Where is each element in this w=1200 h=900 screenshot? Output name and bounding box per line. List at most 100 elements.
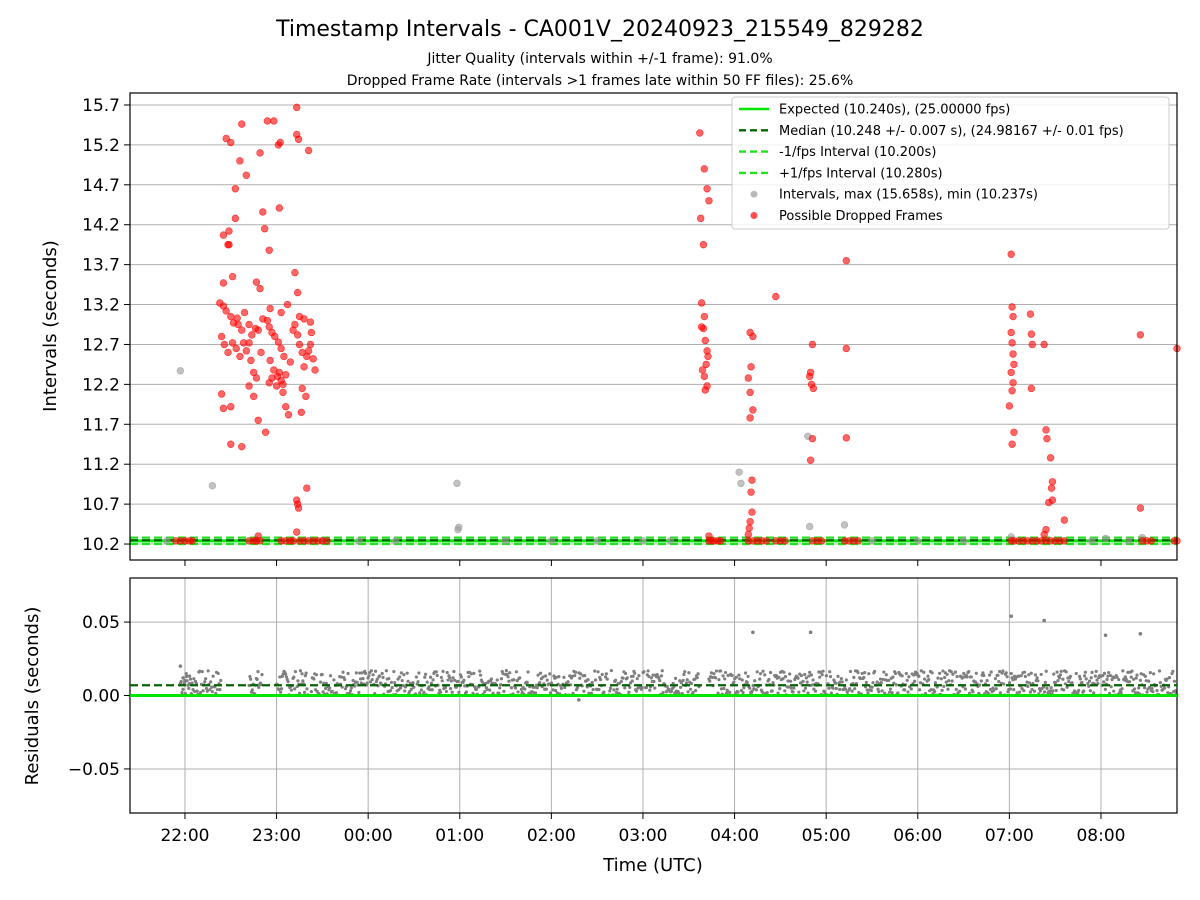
interval-point — [453, 479, 461, 488]
interval-point — [914, 537, 922, 545]
residual-point — [710, 675, 714, 680]
dropped-frame-point — [238, 120, 246, 128]
dropped-frame-point — [248, 331, 256, 339]
residual-point — [279, 687, 284, 691]
dropped-frame-point — [219, 231, 228, 239]
residual-point — [218, 688, 222, 692]
residual-point — [718, 669, 723, 673]
residual-point — [923, 677, 927, 681]
interval-point — [355, 537, 363, 545]
residual-point — [1150, 686, 1154, 691]
residual-point — [523, 687, 527, 691]
residual-point — [1095, 678, 1099, 682]
residual-point — [649, 676, 654, 680]
residual-point — [1061, 677, 1065, 681]
dropped-frame-point — [227, 138, 235, 147]
dropped-frame-point — [249, 392, 258, 401]
x-tick-label: 00:00 — [344, 826, 393, 846]
residual-point — [875, 680, 879, 684]
residual-point — [648, 688, 652, 692]
residual-point — [811, 678, 815, 682]
residual-point — [852, 675, 856, 679]
residual-point — [798, 681, 803, 685]
residual-point — [1108, 673, 1112, 678]
residual-point — [865, 688, 869, 692]
residual-point — [330, 689, 334, 693]
dropped-frame-point — [700, 165, 709, 173]
residual-point — [827, 686, 831, 690]
residual-point — [771, 681, 775, 685]
residual-point — [993, 676, 998, 681]
residual-point — [545, 678, 549, 682]
residual-point — [942, 684, 946, 688]
residual-point — [644, 686, 649, 690]
legend-label: Expected (10.240s), (25.00000 fps) — [779, 103, 1010, 118]
residual-point — [502, 689, 506, 693]
residual-point — [328, 674, 333, 678]
residual-point — [726, 673, 730, 678]
residual-point — [848, 687, 852, 691]
residual-point — [278, 675, 282, 679]
residual-point — [627, 690, 631, 694]
legend-marker — [750, 190, 758, 198]
residual-point — [954, 687, 958, 691]
dropped-frame-point — [704, 352, 712, 361]
dropped-frame-point — [232, 344, 240, 353]
residual-point — [181, 676, 185, 680]
dropped-frame-point — [266, 304, 274, 313]
residual-point — [483, 689, 487, 694]
residual-point — [761, 669, 765, 673]
residual-point — [562, 675, 566, 680]
residual-point — [534, 683, 539, 687]
intervals-y-tick-label: 13.2 — [82, 296, 120, 316]
dropped-frame-point — [1047, 484, 1056, 492]
residual-point — [390, 686, 394, 690]
residual-point — [1022, 670, 1027, 674]
dropped-frame-point — [696, 214, 705, 223]
residual-point — [1151, 690, 1155, 694]
dropped-frame-point — [1007, 328, 1015, 337]
residual-point — [818, 675, 822, 679]
residual-point — [371, 673, 375, 677]
residual-point — [792, 686, 796, 690]
residual-point — [518, 676, 522, 680]
residual-point — [878, 677, 883, 681]
residual-point — [309, 690, 313, 694]
residual-point — [1076, 691, 1080, 695]
residual-point — [284, 675, 289, 679]
residual-point — [1015, 691, 1019, 695]
dropped-frame-point — [224, 348, 232, 357]
residual-point — [1172, 679, 1177, 683]
residual-point — [891, 675, 895, 679]
interval-point — [593, 537, 601, 545]
dropped-frame-point — [271, 332, 279, 341]
dropped-frame-point — [854, 537, 862, 545]
residual-point — [722, 686, 726, 691]
dropped-frame-point — [297, 408, 305, 417]
residual-point — [195, 689, 199, 693]
residual-point — [392, 669, 396, 674]
residual-point — [467, 675, 471, 679]
residual-point — [963, 687, 968, 691]
residual-point — [876, 687, 880, 691]
residual-point — [651, 673, 655, 677]
residual-point — [788, 679, 793, 683]
residual-point — [906, 690, 910, 694]
intervals-panel: 10.2 10.7 11.2 11.7 12.2 12.7 13.2 13.7 14.2 14.7… — [40, 92, 1181, 566]
residual-point — [1030, 687, 1034, 692]
residual-point — [1058, 673, 1062, 677]
residual-point — [1068, 674, 1072, 679]
residual-point — [1127, 680, 1132, 684]
residual-point — [728, 690, 732, 695]
residual-point — [941, 669, 945, 673]
residual-point — [631, 674, 635, 678]
residual-point — [411, 681, 415, 685]
dropped-frame-point — [284, 411, 293, 419]
residual-point — [863, 671, 867, 675]
dropped-frame-point — [772, 292, 780, 301]
residual-point — [448, 676, 452, 680]
residual-point — [665, 684, 669, 689]
residual-point — [289, 688, 293, 692]
residual-point — [296, 679, 300, 683]
residual-point — [434, 670, 438, 674]
